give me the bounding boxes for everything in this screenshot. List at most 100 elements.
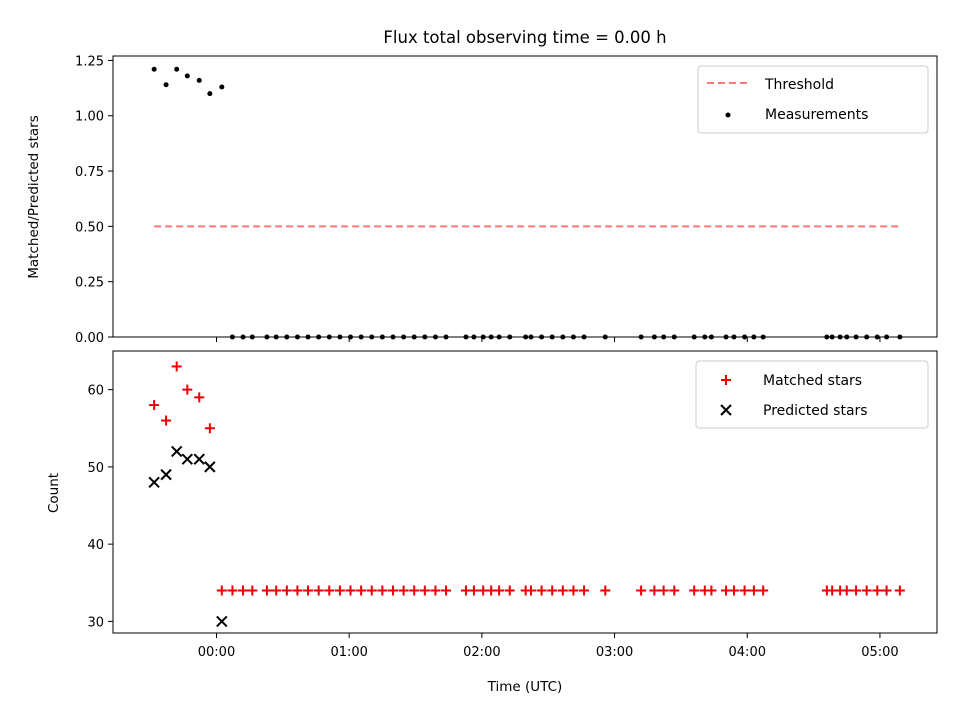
- matched-star-point: [247, 585, 258, 596]
- measurement-point: [184, 73, 190, 79]
- predicted-star-point: [170, 445, 183, 458]
- matched-star-point: [600, 585, 611, 596]
- matched-star-point: [557, 585, 568, 596]
- matched-star-point: [303, 585, 314, 596]
- measurement-point: [151, 66, 157, 72]
- matched-star-point: [345, 585, 356, 596]
- top-axes-frame: [112, 55, 938, 338]
- matched-star-point: [547, 585, 558, 596]
- legend-threshold-label: Threshold: [764, 77, 834, 93]
- matched-star-point: [334, 585, 345, 596]
- legend-matched-label: Matched stars: [763, 373, 862, 389]
- bottom-y-tick-label: 30: [87, 615, 104, 630]
- top-y-tick-label: 1.00: [75, 110, 104, 125]
- matched-star-point: [579, 585, 590, 596]
- matched-star-point: [658, 585, 669, 596]
- matched-star-point: [861, 585, 872, 596]
- matched-star-point: [227, 585, 238, 596]
- matched-star-point: [398, 585, 409, 596]
- bottom-legend: Matched stars Predicted stars: [695, 360, 929, 429]
- bottom-y-tick-label: 60: [87, 384, 104, 399]
- matched-star-point: [171, 361, 182, 372]
- matched-star-point: [494, 585, 505, 596]
- x-tick-label: 00:00: [198, 645, 235, 660]
- bottom-y-tick-label: 50: [87, 461, 104, 476]
- matched-star-point: [238, 585, 249, 596]
- legend-measurements-marker: [725, 112, 731, 118]
- matched-star-point: [313, 585, 324, 596]
- matched-star-point: [872, 585, 883, 596]
- top-x-ticks: [215, 337, 881, 342]
- top-y-axis-label: Matched/Predicted stars: [26, 115, 42, 278]
- x-axis-label: Time (UTC): [487, 679, 563, 695]
- measurement-point: [207, 91, 213, 97]
- legend-predicted-marker: [720, 404, 732, 416]
- matched-star-point: [536, 585, 547, 596]
- x-tick-label: 01:00: [330, 645, 367, 660]
- measurement-point: [219, 84, 225, 90]
- matched-star-point: [387, 585, 398, 596]
- predicted-star-point: [193, 453, 205, 465]
- predicted-star-point: [204, 461, 216, 473]
- top-y-tick-label: 0.00: [75, 331, 104, 346]
- predicted-star-point: [148, 476, 160, 489]
- matched-star-point: [194, 392, 205, 403]
- legend-matched-plus: [721, 375, 731, 385]
- matched-star-point: [271, 585, 282, 596]
- matched-star-point: [441, 585, 452, 596]
- matched-star-point: [758, 585, 769, 596]
- matched-star-point: [649, 585, 660, 596]
- bottom-y-tick-label: 40: [87, 538, 104, 553]
- matched-star-point: [748, 585, 759, 596]
- chart-title: Flux total observing time = 0.00 h: [383, 28, 666, 47]
- predicted-star-point: [181, 453, 194, 465]
- legend-matched-marker: [721, 375, 731, 385]
- bottom-legend-box: [695, 360, 929, 429]
- measurement-point: [196, 77, 202, 83]
- top-y-tick-label: 1.25: [75, 54, 104, 69]
- matched-star-point: [881, 585, 892, 596]
- matched-star-point: [728, 585, 739, 596]
- top-legend: Threshold Measurements: [697, 65, 929, 134]
- matched-star-point: [409, 585, 420, 596]
- predicted-star-point: [216, 615, 228, 628]
- matched-star-point: [468, 585, 479, 596]
- predicted-star-point: [160, 468, 172, 481]
- x-tick-label: 02:00: [463, 645, 500, 660]
- x-tick-label: 03:00: [596, 645, 633, 660]
- top-y-ticks: 0.00 0.25 0.50 0.75 1.00 1.25: [75, 54, 113, 346]
- matched-star-point: [568, 585, 579, 596]
- matched-star-point: [356, 585, 367, 596]
- matched-star-point: [204, 423, 215, 434]
- matched-star-point: [636, 585, 647, 596]
- legend-measurements-label: Measurements: [765, 107, 868, 123]
- matched-star-point: [706, 585, 717, 596]
- matched-star-point: [894, 585, 905, 596]
- bottom-y-ticks: 30 40 50 60: [87, 384, 113, 630]
- matched-star-point: [525, 585, 536, 596]
- top-y-tick-label: 0.75: [75, 165, 104, 180]
- top-panel: 0.00 0.25 0.50 0.75 1.00 1.25 Matched/Predict…: [26, 54, 938, 346]
- x-tick-label: 04:00: [729, 645, 766, 660]
- matched-star-point: [161, 415, 172, 426]
- top-y-tick-label: 0.25: [75, 276, 104, 291]
- matched-star-point: [261, 585, 272, 596]
- top-legend-box: [697, 65, 929, 134]
- matched-star-point: [841, 585, 852, 596]
- matched-star-point: [377, 585, 388, 596]
- matched-star-point: [182, 384, 193, 395]
- matched-star-point: [739, 585, 750, 596]
- matched-star-point: [324, 585, 335, 596]
- matched-star-point: [851, 585, 862, 596]
- matched-star-point: [419, 585, 430, 596]
- bottom-x-ticks: 00:00 01:00 02:00 03:00 04:00 05:00: [198, 633, 899, 660]
- bottom-axes-frame: [112, 350, 938, 634]
- bottom-y-axis-label: Count: [46, 473, 62, 513]
- measurement-point: [174, 66, 180, 72]
- matched-star-point: [281, 585, 292, 596]
- matched-star-point: [504, 585, 515, 596]
- matched-star-point: [430, 585, 441, 596]
- top-y-tick-label: 0.50: [75, 220, 104, 235]
